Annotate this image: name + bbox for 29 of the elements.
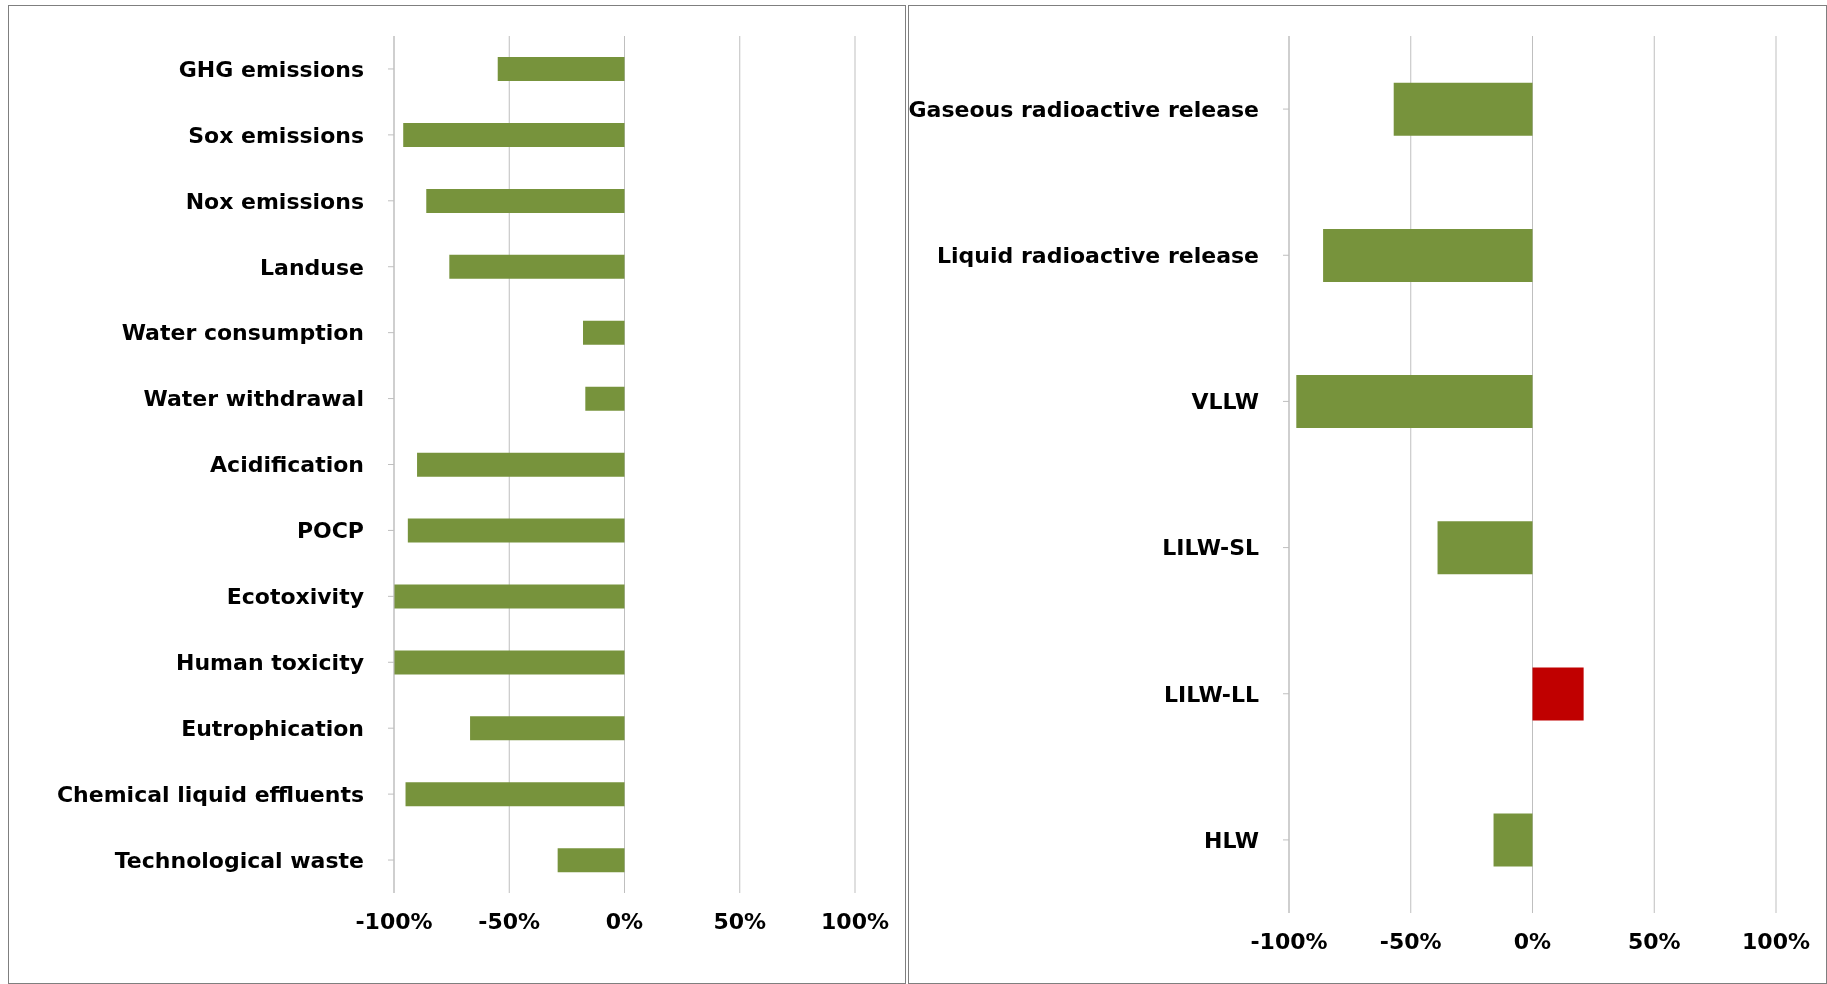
y-tick-label: Acidification xyxy=(210,452,364,478)
y-tick-label: LILW-SL xyxy=(1162,535,1259,561)
y-tick-label: Nox emissions xyxy=(185,188,364,214)
y-tick-label: LILW-LL xyxy=(1164,681,1259,707)
y-tick-label: GHG emissions xyxy=(178,56,364,82)
x-tick-label: 0% xyxy=(1513,928,1552,954)
x-tick-label: -50% xyxy=(478,908,541,934)
x-tick-label: 50% xyxy=(1627,928,1681,954)
y-tick-label: Water withdrawal xyxy=(143,386,364,412)
x-tick-label: 100% xyxy=(1742,928,1810,954)
y-tick-label: Water consumption xyxy=(121,320,364,346)
y-tick-label: POCP xyxy=(296,518,364,544)
y-tick-label: VLLW xyxy=(1191,389,1259,415)
y-tick-label: HLW xyxy=(1204,827,1259,853)
y-tick-label: Sox emissions xyxy=(188,122,364,148)
x-tick-label: -100% xyxy=(1250,928,1328,954)
y-tick-label: Gaseous radioactive release xyxy=(908,96,1259,122)
y-tick-label: Human toxicity xyxy=(176,650,364,676)
y-tick-label: Technological waste xyxy=(114,847,364,873)
y-tick-label: Ecotoxivity xyxy=(226,584,364,610)
x-tick-label: -100% xyxy=(355,908,433,934)
y-tick-label: Eutrophication xyxy=(181,716,364,741)
x-tick-label: 50% xyxy=(713,908,767,934)
x-tick-label: -50% xyxy=(1379,928,1442,954)
y-tick-label: Chemical liquid effluents xyxy=(56,781,364,807)
y-tick-label: Liquid radioactive release xyxy=(937,243,1259,269)
x-tick-label: 0% xyxy=(605,908,644,934)
x-tick-label: 100% xyxy=(821,908,889,934)
y-tick-label: Landuse xyxy=(260,254,364,280)
